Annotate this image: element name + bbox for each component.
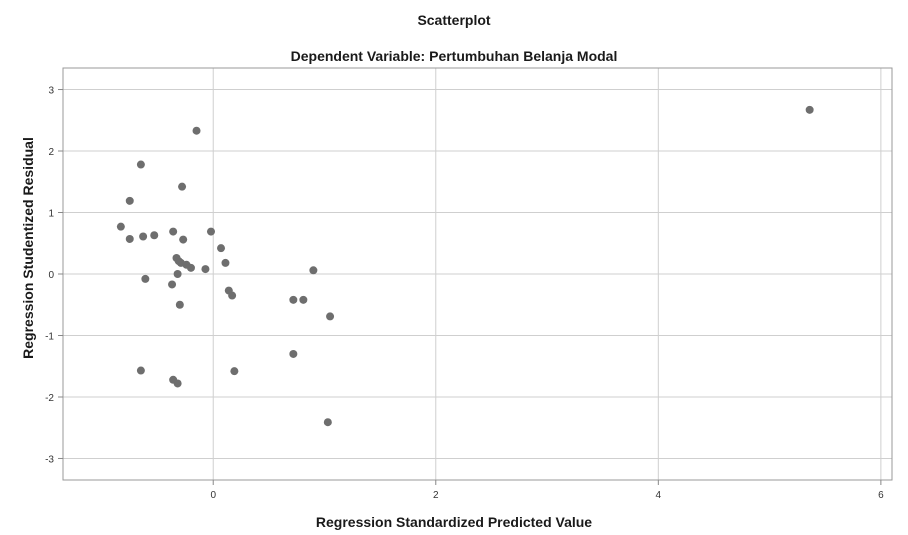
y-tick-label: -3 bbox=[45, 454, 54, 465]
data-point bbox=[169, 227, 178, 236]
data-point bbox=[217, 244, 226, 253]
data-point bbox=[175, 300, 184, 309]
x-axis-label: Regression Standardized Predicted Value bbox=[315, 514, 593, 530]
x-tick-label: 4 bbox=[656, 490, 662, 501]
data-point bbox=[173, 270, 182, 278]
gridlines bbox=[63, 68, 892, 480]
data-point bbox=[116, 222, 125, 231]
x-tick-label: 2 bbox=[433, 490, 439, 501]
axis-ticks: 0 2 4 6 -3 -2 -1 0 1 2 3 bbox=[45, 86, 884, 501]
chart-subtitle: Dependent Variable: Pertumbuhan Belanja … bbox=[290, 48, 618, 64]
data-point bbox=[136, 160, 145, 169]
y-tick-label: 2 bbox=[48, 147, 54, 158]
data-point bbox=[805, 105, 814, 114]
data-point bbox=[125, 196, 134, 205]
data-point bbox=[228, 291, 237, 300]
data-point bbox=[289, 349, 298, 358]
data-point bbox=[299, 295, 308, 304]
data-point bbox=[326, 312, 335, 321]
data-point bbox=[201, 265, 210, 274]
data-point bbox=[179, 235, 188, 244]
y-tick-label: 3 bbox=[48, 86, 54, 97]
data-point bbox=[230, 367, 239, 376]
data-point bbox=[206, 227, 215, 236]
data-point bbox=[309, 266, 318, 275]
chart-title: Scatterplot bbox=[417, 12, 491, 28]
data-point bbox=[323, 418, 332, 427]
y-tick-label: 0 bbox=[48, 270, 54, 281]
data-point bbox=[141, 274, 150, 283]
data-point bbox=[168, 280, 177, 289]
x-tick-label: 6 bbox=[878, 490, 884, 501]
y-axis-label: Regression Studentized Residual bbox=[20, 137, 36, 359]
data-point bbox=[186, 263, 195, 272]
data-point bbox=[173, 379, 182, 388]
data-point bbox=[192, 126, 201, 135]
y-tick-label: -1 bbox=[45, 331, 54, 342]
data-point bbox=[139, 232, 148, 241]
y-tick-label: 1 bbox=[48, 209, 54, 220]
data-point bbox=[136, 366, 145, 375]
y-tick-label: -2 bbox=[45, 393, 54, 404]
data-point bbox=[125, 234, 134, 243]
data-points bbox=[116, 105, 814, 427]
data-point bbox=[221, 258, 230, 267]
data-point bbox=[289, 295, 298, 304]
data-point bbox=[150, 231, 159, 240]
data-point bbox=[178, 182, 187, 191]
x-tick-label: 0 bbox=[210, 490, 216, 501]
